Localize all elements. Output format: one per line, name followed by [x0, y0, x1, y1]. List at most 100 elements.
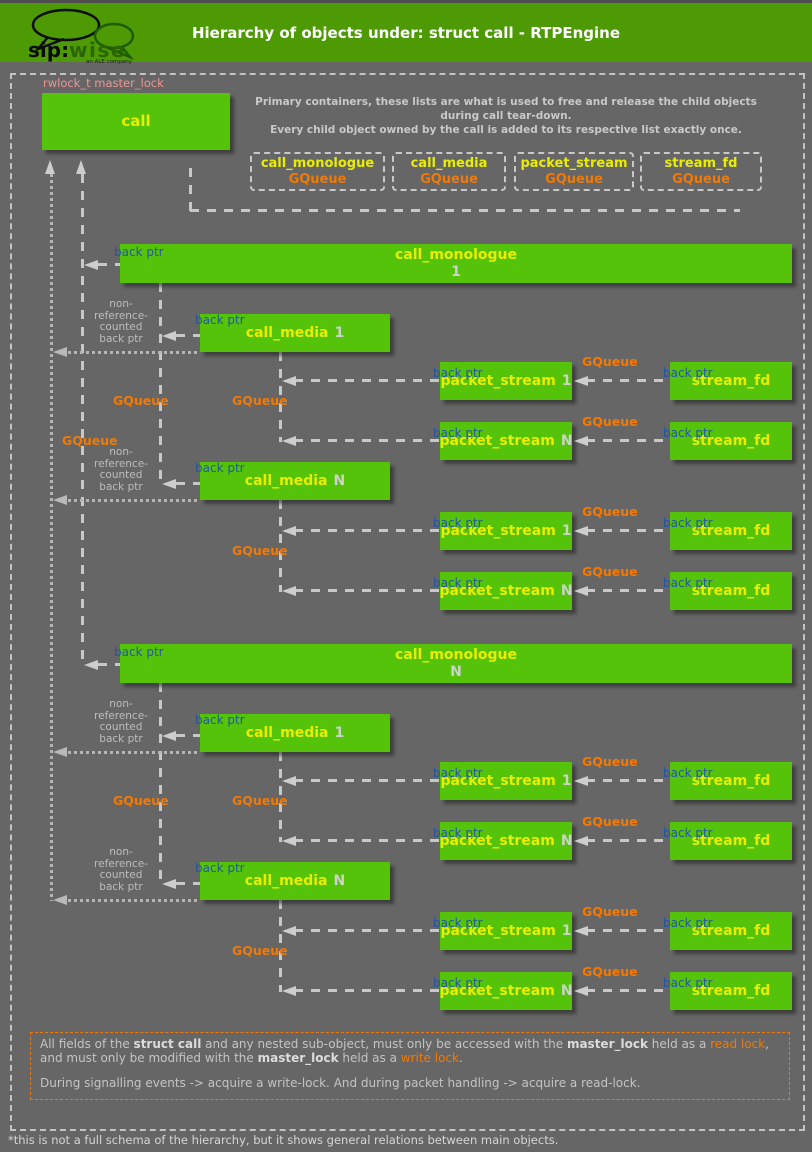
intro-line-2: during call tear-down.: [440, 110, 572, 122]
box-index: 1: [561, 772, 572, 789]
back-ptr-label: back ptr: [433, 426, 483, 440]
gqueue-label: GQueue: [232, 943, 288, 958]
box-label: call_monologue: [394, 647, 518, 664]
legend-queue-type: GQueue: [545, 172, 603, 187]
box-call-media-nb: call_media N: [200, 862, 390, 900]
legend-queue-call_media: call_media GQueue: [392, 152, 506, 191]
gqueue-label: GQueue: [582, 754, 638, 769]
dashed-line-horizontal: [586, 589, 670, 592]
back-ptr-label: back ptr: [433, 516, 483, 530]
arrowhead-left: [53, 895, 67, 905]
dashed-line-horizontal: [294, 989, 440, 992]
dashed-line-horizontal: [586, 779, 670, 782]
box-call-monologue-1: call_monologue 1: [120, 244, 792, 283]
dashed-line-vertical: [279, 900, 282, 992]
dashed-line-horizontal: [586, 929, 670, 932]
logo-wise-text: wise: [69, 38, 126, 62]
dashed-line-horizontal: [586, 379, 670, 382]
box-call-media-1a: call_media 1: [200, 314, 390, 352]
gqueue-label: GQueue: [232, 543, 288, 558]
back-ptr-label: back ptr: [663, 516, 713, 530]
disclaimer-note: *this is not a full schema of the hierar…: [8, 1133, 559, 1147]
box-label: packet_stream: [440, 922, 556, 939]
legend-queue-name: packet_stream: [520, 156, 628, 171]
dashed-line-vertical: [159, 683, 162, 886]
arrowhead-left: [53, 495, 67, 505]
box-label: call_media: [245, 724, 329, 741]
arrowhead-left: [282, 986, 296, 996]
box-packet-stream-nc: packet_stream N: [439, 822, 573, 860]
box-label: stream_fd: [691, 832, 771, 849]
lock-note-line: and must only be modified with the maste…: [40, 1050, 780, 1066]
arrowhead-left: [282, 376, 296, 386]
box-label: call_media: [245, 324, 329, 341]
dashed-line-horizontal: [586, 439, 670, 442]
back-ptr-label: back ptr: [663, 826, 713, 840]
lock-note-box: All fields of the struct call and any ne…: [30, 1032, 790, 1100]
non-ref-counted-back-ptr-label: non- reference- counted back ptr: [94, 846, 148, 893]
arrowhead-up: [76, 160, 86, 174]
gqueue-label: GQueue: [113, 793, 169, 808]
logo-sip-text: sip:: [28, 38, 69, 62]
dashed-line-horizontal: [294, 529, 440, 532]
logo-tagline: an ALE company: [86, 59, 133, 64]
arrowhead-left: [574, 776, 588, 786]
intro-text: Primary containers, these lists are what…: [255, 95, 757, 137]
box-index: 1: [334, 324, 345, 341]
lock-note-emphasis: master_lock: [257, 1050, 339, 1065]
arrowhead-left: [162, 331, 176, 341]
non-ref-counted-back-ptr-label: non- reference- counted back ptr: [94, 698, 148, 745]
back-ptr-label: back ptr: [433, 826, 483, 840]
arrowhead-left: [84, 260, 98, 270]
speech-bubble-icon-small: [93, 22, 135, 50]
dashed-line-horizontal: [190, 209, 740, 212]
arrowhead-left: [282, 526, 296, 536]
box-packet-stream-1d: packet_stream 1: [440, 912, 572, 950]
box-label: packet_stream: [439, 832, 555, 849]
back-ptr-label: back ptr: [663, 576, 713, 590]
lock-note-line: All fields of the struct call and any ne…: [40, 1037, 780, 1052]
back-ptr-label: back ptr: [663, 766, 713, 780]
box-label: packet_stream: [440, 522, 556, 539]
dashed-line-vertical: [279, 752, 282, 842]
box-index: N: [560, 582, 573, 599]
back-ptr-label: back ptr: [433, 366, 483, 380]
arrowhead-left: [53, 347, 67, 357]
dotted-line-vertical: [50, 174, 53, 901]
back-ptr-label: back ptr: [195, 861, 245, 875]
lock-note-line: During signalling events -> acquire a wr…: [40, 1076, 780, 1091]
box-index: N: [333, 872, 346, 889]
box-packet-stream-nd: packet_stream N: [439, 972, 573, 1010]
gqueue-label: GQueue: [582, 814, 638, 829]
dashed-line-horizontal: [98, 663, 120, 666]
dashed-line-horizontal: [586, 529, 670, 532]
non-ref-counted-back-ptr-label: non- reference- counted back ptr: [94, 446, 148, 493]
box-label: stream_fd: [691, 372, 771, 389]
back-ptr-label: back ptr: [663, 426, 713, 440]
box-label: packet_stream: [439, 582, 555, 599]
box-index: N: [560, 432, 573, 449]
gqueue-label: GQueue: [232, 393, 288, 408]
dashed-line-horizontal: [586, 839, 670, 842]
box-packet-stream-1a: packet_stream 1: [440, 362, 572, 400]
arrowhead-left: [282, 926, 296, 936]
arrowhead-left: [84, 660, 98, 670]
arrowhead-left: [574, 376, 588, 386]
speech-bubble-tail-small: [107, 46, 134, 60]
intro-line-3: Every child object owned by the call is …: [270, 124, 742, 136]
dashed-line-horizontal: [294, 929, 440, 932]
back-ptr-label: back ptr: [433, 976, 483, 990]
box-packet-stream-nb: packet_stream N: [439, 572, 573, 610]
gqueue-label: GQueue: [582, 904, 638, 919]
dashed-line-horizontal: [294, 439, 440, 442]
svg-text:sip:wise: sip:wise: [28, 38, 126, 62]
lock-note-emphasis: master_lock: [566, 1037, 648, 1051]
legend-queue-name: call_monologue: [260, 156, 375, 171]
lock-note-text: and must only be modified with the: [40, 1050, 258, 1065]
arrowhead-up: [45, 160, 55, 174]
dashed-line-vertical: [279, 352, 282, 442]
back-ptr-label: back ptr: [433, 766, 483, 780]
back-ptr-label: back ptr: [663, 916, 713, 930]
box-index: N: [560, 832, 573, 849]
back-ptr-label: back ptr: [195, 313, 245, 327]
